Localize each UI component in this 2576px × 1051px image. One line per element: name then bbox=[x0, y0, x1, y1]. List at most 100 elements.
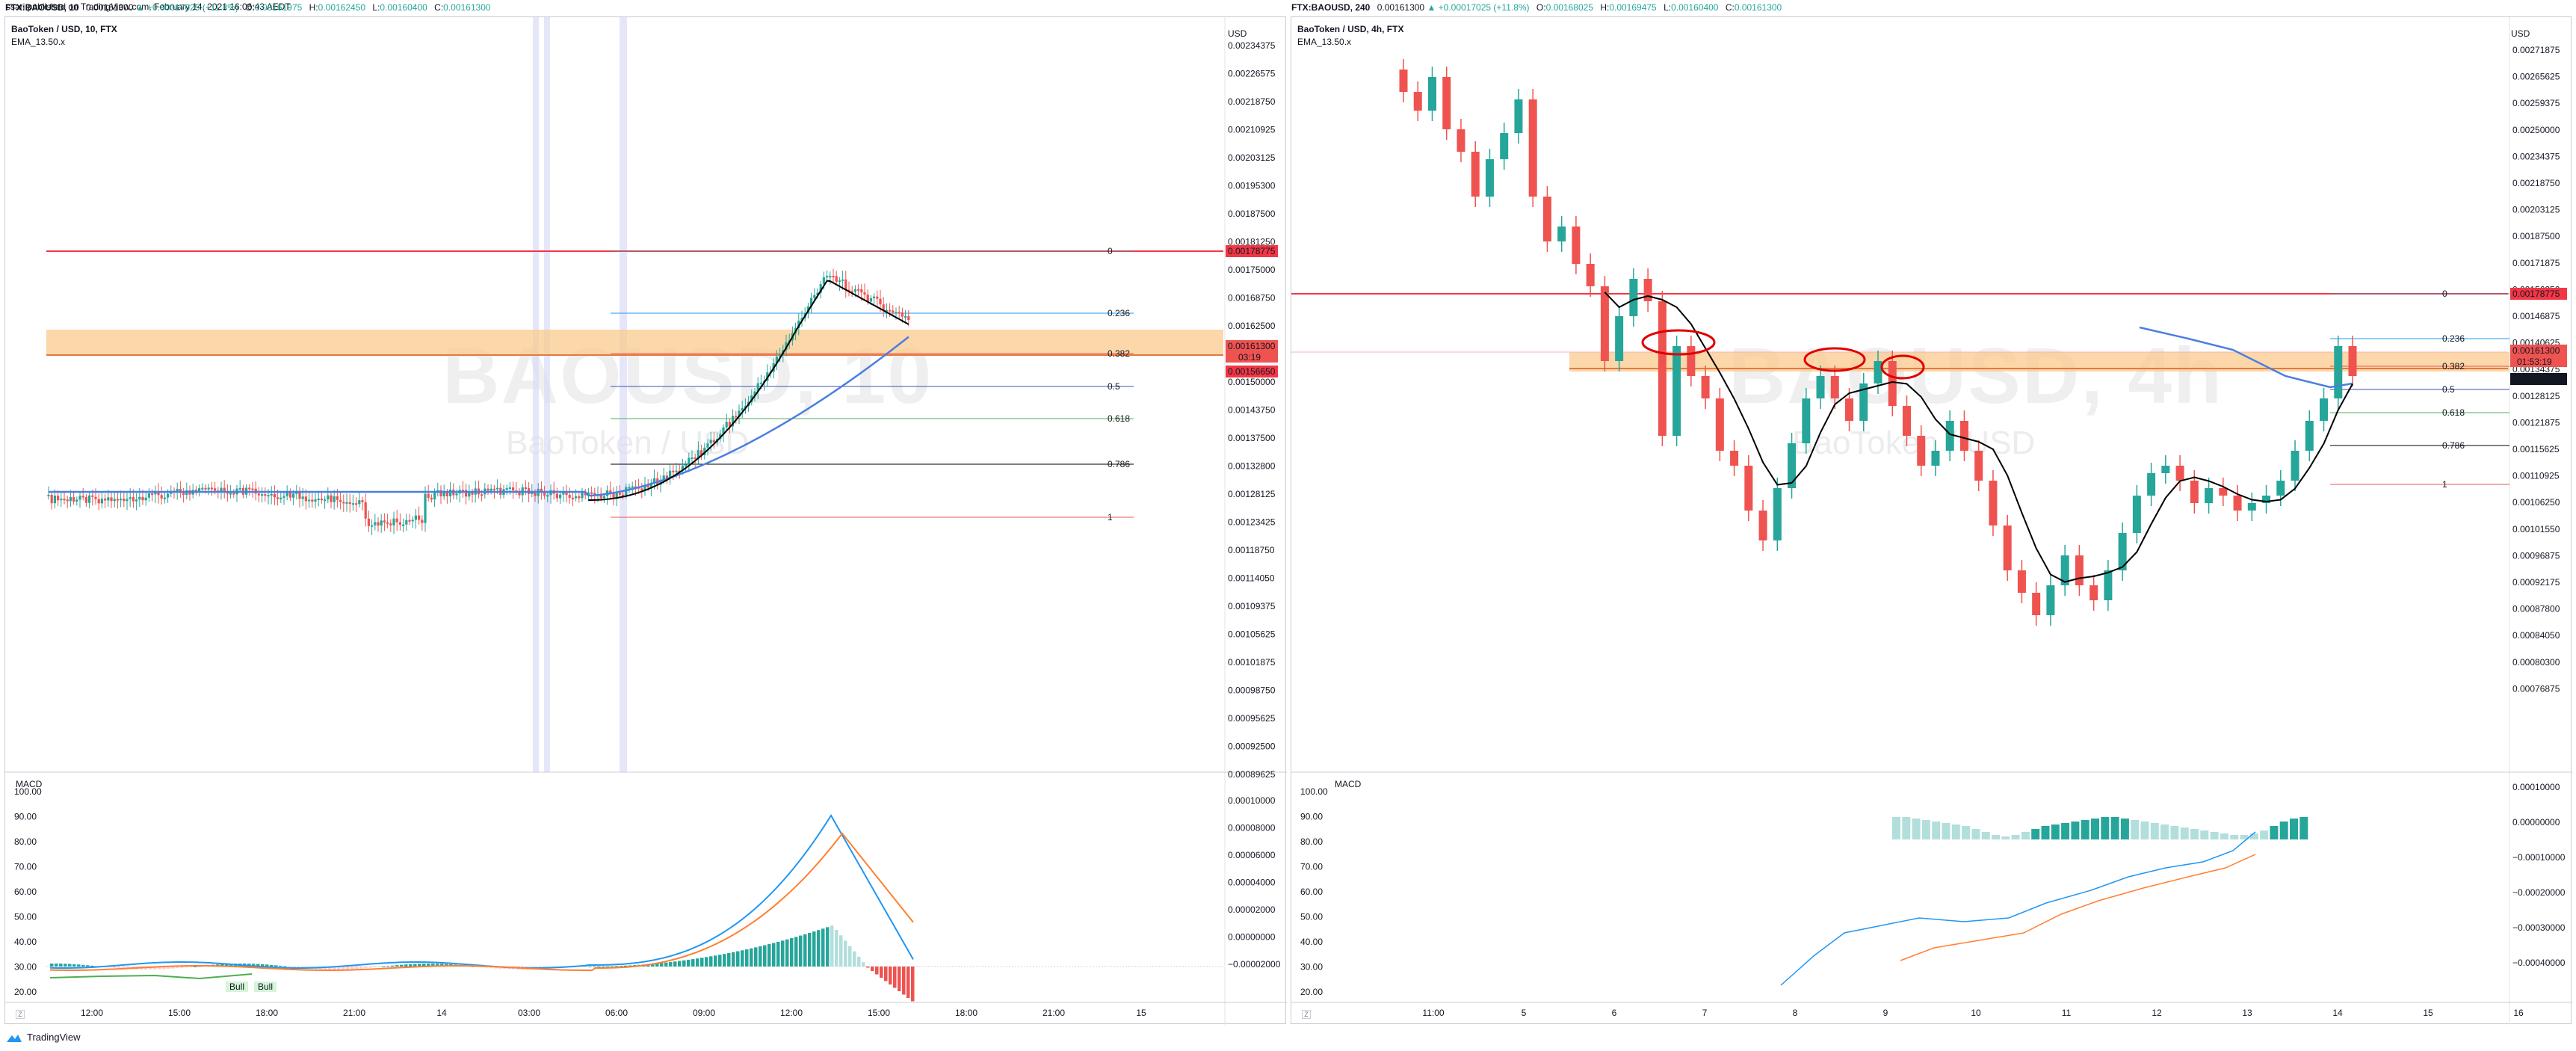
candle bbox=[138, 496, 141, 500]
axis-tick-label: 40.00 bbox=[1300, 937, 1323, 947]
candle bbox=[314, 499, 317, 502]
candle bbox=[179, 488, 182, 493]
axis-tick-label: 0.00000000 bbox=[1228, 932, 1276, 943]
candle bbox=[204, 487, 207, 490]
macd-bar bbox=[1902, 817, 1911, 839]
candle bbox=[317, 499, 320, 501]
time-tick-label: 18:00 bbox=[955, 1008, 977, 1018]
macd-bar bbox=[400, 964, 404, 967]
candle bbox=[433, 491, 436, 500]
chart-canvas-left[interactable]: 0 0.236 0.382 0.5 0.618 0.786 1 USD 0.00… bbox=[5, 17, 1287, 1025]
macd-bar bbox=[1932, 822, 1941, 839]
candle bbox=[578, 496, 581, 499]
candle bbox=[847, 289, 850, 292]
macd-bar bbox=[723, 954, 726, 967]
candle bbox=[223, 487, 226, 492]
time-tick-label: 16 bbox=[2513, 1008, 2524, 1018]
macd-bar bbox=[826, 927, 830, 967]
annotation-ellipse bbox=[1880, 354, 1925, 380]
chart-pane-10m[interactable]: FTX:BAOUSD, 10 0.00161300 ▲ +0.00017025 … bbox=[4, 2, 1287, 1025]
candlestick-series bbox=[47, 268, 910, 535]
macd-bar bbox=[90, 965, 94, 967]
candle bbox=[885, 309, 888, 312]
macd-bar bbox=[180, 967, 184, 968]
zoom-icon[interactable]: Z bbox=[16, 1010, 25, 1019]
candle bbox=[643, 484, 646, 490]
price-change: ▲ +0.00017025 (+11.8%) bbox=[1427, 2, 1530, 13]
candle bbox=[819, 284, 822, 293]
candle bbox=[282, 496, 285, 498]
macd-bar bbox=[902, 967, 906, 995]
macd-bar bbox=[889, 967, 892, 984]
candle bbox=[2205, 488, 2214, 503]
candle bbox=[1514, 99, 1523, 133]
candle bbox=[785, 342, 788, 351]
candle bbox=[50, 494, 53, 504]
time-tick-label: 14 bbox=[436, 1008, 447, 1018]
macd-bar bbox=[862, 962, 865, 967]
candle bbox=[1859, 383, 1868, 421]
macd-bar bbox=[122, 967, 126, 969]
time-tick-label: 9 bbox=[1883, 1008, 1888, 1018]
macd-bar bbox=[418, 964, 421, 967]
axis-tick-label: 0.00162500 bbox=[1228, 321, 1276, 331]
candle bbox=[1989, 481, 1998, 526]
zoom-icon[interactable]: Z bbox=[1302, 1010, 1311, 1019]
axis-tick-label: 0.00259375 bbox=[2512, 98, 2560, 108]
axis-tick-label: 0.00121875 bbox=[2512, 417, 2560, 428]
candle bbox=[546, 495, 549, 497]
macd-left-axis: 100.00 90.00 80.00 70.00 60.00 50.00 40.00 30.0… bbox=[1300, 786, 1328, 997]
chart-canvas-right[interactable]: 0 0.236 0.382 0.5 0.618 0.786 1 USD 0.00… bbox=[1291, 17, 2572, 1025]
symbol-ohlc-line: FTX:BAOUSD, 240 0.00161300 ▲ +0.00017025… bbox=[1291, 2, 1782, 13]
time-tick-label: 14 bbox=[2332, 1008, 2343, 1018]
time-tick-label: 11 bbox=[2062, 1008, 2072, 1018]
candle bbox=[835, 276, 838, 282]
macd-bar bbox=[898, 967, 901, 991]
candle bbox=[555, 493, 558, 499]
candle bbox=[238, 487, 241, 490]
candle bbox=[355, 503, 358, 505]
macd-bar bbox=[1981, 832, 1990, 839]
current-price-badge bbox=[2510, 345, 2567, 357]
macd-bar bbox=[718, 955, 722, 967]
candle bbox=[430, 498, 433, 500]
candle bbox=[775, 357, 778, 363]
candle bbox=[1457, 129, 1465, 152]
candle bbox=[81, 496, 84, 498]
macd-bar bbox=[2220, 833, 2228, 839]
candle bbox=[1917, 436, 1926, 466]
candle bbox=[602, 496, 605, 499]
axis-tick-label: 0.00118750 bbox=[1228, 545, 1275, 555]
axis-tick-label: 0.00234375 bbox=[2512, 151, 2560, 161]
macd-bar bbox=[413, 964, 417, 967]
candlestick-series bbox=[1399, 59, 2357, 626]
axis-tick-label: 0.00101875 bbox=[1228, 657, 1276, 668]
macd-bar bbox=[2230, 835, 2239, 839]
candle bbox=[1672, 346, 1681, 436]
candle bbox=[160, 495, 163, 499]
axis-tick-label: 0.00076875 bbox=[2512, 683, 2560, 694]
candle bbox=[141, 496, 144, 501]
candle bbox=[2276, 481, 2285, 496]
macd-bar bbox=[736, 951, 740, 967]
candle bbox=[1629, 279, 1638, 316]
macd-bar bbox=[857, 957, 861, 967]
candle bbox=[201, 487, 204, 490]
time-tick-label: 09:00 bbox=[693, 1008, 715, 1018]
resistance-badge bbox=[1226, 245, 1278, 257]
support-badge bbox=[1226, 366, 1278, 377]
axis-tick-label: 0.00110925 bbox=[2512, 471, 2560, 481]
candle bbox=[706, 443, 709, 448]
candle bbox=[364, 502, 367, 519]
annotation-ellipse bbox=[1803, 347, 1866, 372]
chart-pane-4h[interactable]: FTX:BAOUSD, 240 0.00161300 ▲ +0.00017025… bbox=[1291, 2, 2572, 1025]
candle bbox=[2017, 570, 2026, 593]
candle bbox=[2003, 526, 2012, 570]
macd-bar bbox=[821, 928, 825, 967]
candle bbox=[1874, 361, 1882, 383]
footer[interactable]: TradingView bbox=[6, 1032, 81, 1043]
session-highlight bbox=[533, 17, 539, 772]
candle bbox=[895, 312, 898, 314]
macd-bar bbox=[678, 961, 682, 967]
axis-tick-label: 0.00115625 bbox=[2512, 444, 2560, 454]
